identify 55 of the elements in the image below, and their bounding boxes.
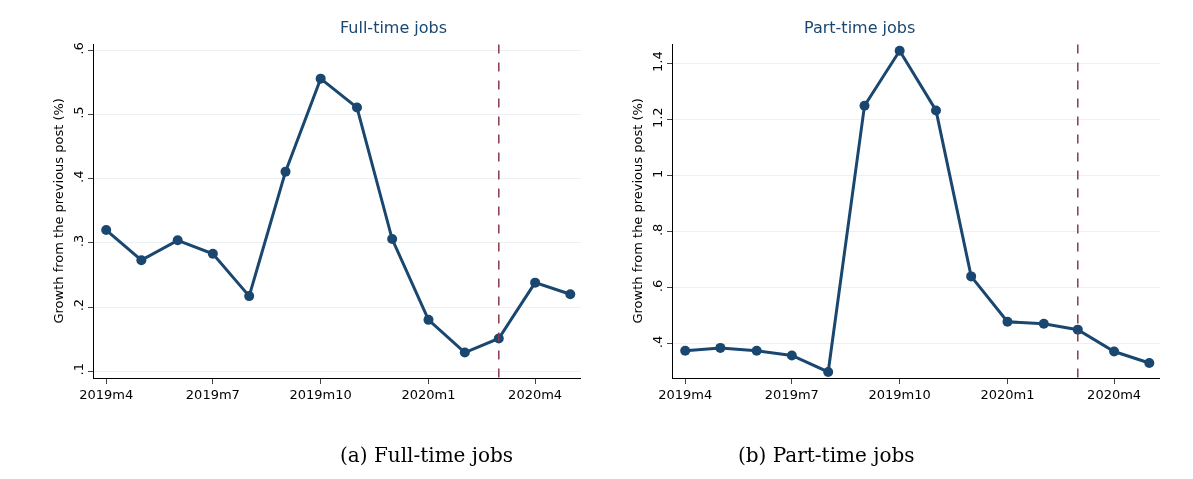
x-tick-label: 2019m10 xyxy=(289,387,352,403)
point xyxy=(530,277,541,288)
point xyxy=(1144,358,1155,369)
x-tick-label: 2020m1 xyxy=(980,387,1035,403)
point xyxy=(859,100,870,111)
point xyxy=(715,342,726,353)
text: (a) Full-time jobs xyxy=(340,443,514,467)
point xyxy=(751,345,762,356)
y-tick-label: .6 xyxy=(650,279,666,293)
point xyxy=(207,248,218,259)
y-tick-label: .3 xyxy=(71,234,87,248)
point xyxy=(894,45,905,56)
point xyxy=(459,347,470,358)
x-tick-label: 2019m4 xyxy=(79,387,134,403)
y-tick-label: 1.4 xyxy=(650,51,666,72)
point xyxy=(387,234,398,245)
y-tick-label: 1.2 xyxy=(650,107,666,129)
point xyxy=(280,166,291,177)
x-tick-label: 2020m4 xyxy=(1087,387,1142,403)
point xyxy=(315,73,326,84)
x-tick-label: 2019m10 xyxy=(868,387,931,403)
y-tick-label: .8 xyxy=(650,223,666,237)
point xyxy=(1002,316,1013,327)
y-tick-label: 1 xyxy=(650,169,666,178)
point xyxy=(1072,324,1083,335)
point xyxy=(1109,346,1120,357)
point xyxy=(823,366,834,377)
point xyxy=(244,291,255,302)
point xyxy=(680,345,691,356)
point xyxy=(172,235,183,246)
point xyxy=(565,289,576,300)
point xyxy=(136,255,147,266)
point xyxy=(423,314,434,325)
chart-title: Part-time jobs xyxy=(804,18,916,37)
x-tick-label: 2019m7 xyxy=(764,387,819,403)
y-tick-label: .6 xyxy=(71,42,87,55)
chart-title: Full-time jobs xyxy=(340,18,448,37)
y-tick-label: .2 xyxy=(71,298,87,312)
x-tick-label: 2020m4 xyxy=(508,387,563,403)
y-tick-label: .4 xyxy=(650,335,666,349)
x-tick-label: 2019m7 xyxy=(185,387,240,403)
point xyxy=(966,271,977,282)
y-axis-title: Growth from the previous post (%) xyxy=(51,98,67,324)
point xyxy=(931,105,941,116)
point xyxy=(1038,318,1049,329)
y-axis-title: Growth from the previous post (%) xyxy=(630,98,646,324)
x-tick-label: 2019m4 xyxy=(658,387,713,403)
point xyxy=(101,225,112,236)
point xyxy=(352,102,362,113)
text: (b) Part-time jobs xyxy=(738,443,915,467)
y-tick-label: .1 xyxy=(71,363,87,376)
y-tick-label: .5 xyxy=(71,106,87,119)
point xyxy=(786,350,797,361)
x-tick-label: 2020m1 xyxy=(401,387,456,403)
y-tick-label: .4 xyxy=(71,170,87,183)
